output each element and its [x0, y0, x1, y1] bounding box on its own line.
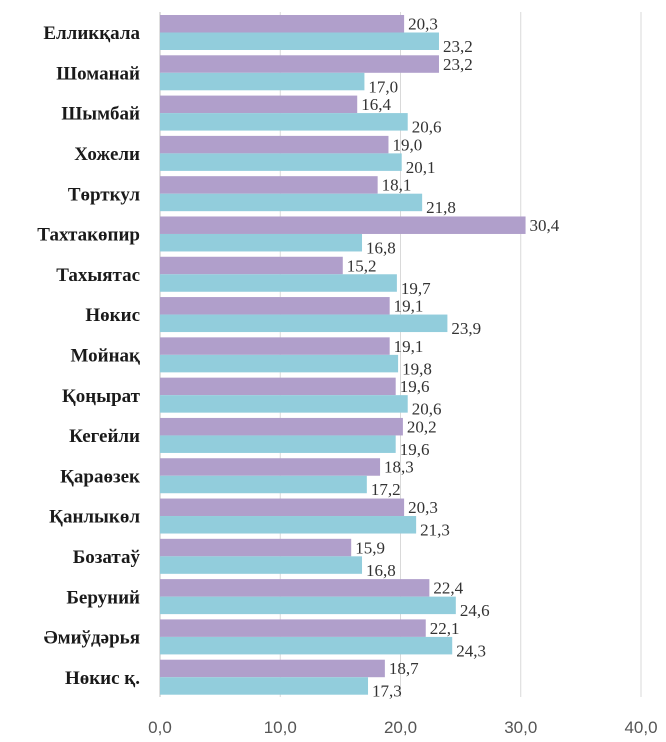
bar — [160, 498, 405, 517]
bar — [160, 233, 363, 252]
data-label: 22,4 — [433, 579, 463, 598]
data-label: 23,9 — [451, 319, 481, 338]
bar — [160, 72, 365, 91]
data-label: 16,8 — [366, 238, 396, 257]
data-label: 20,2 — [407, 417, 437, 436]
data-label: 17,0 — [368, 77, 398, 96]
category-label: Беруний — [66, 587, 140, 608]
category-label: Төрткул — [68, 184, 141, 205]
bar — [160, 395, 408, 413]
data-label: 24,3 — [456, 641, 486, 660]
bar — [160, 256, 343, 275]
data-label: 20,3 — [408, 498, 438, 517]
category-label: Кегейли — [69, 426, 140, 447]
x-tick-label: 10,0 — [264, 718, 297, 737]
bar — [160, 176, 378, 194]
data-label: 18,7 — [389, 659, 419, 678]
bar — [160, 556, 363, 574]
data-label: 19,0 — [392, 135, 422, 154]
data-label: 23,2 — [443, 55, 473, 74]
category-label: Қанлыкөл — [49, 507, 140, 528]
bar — [160, 153, 402, 171]
data-label: 18,3 — [384, 458, 414, 477]
data-label: 30,4 — [530, 216, 560, 235]
data-label: 19,8 — [402, 359, 432, 378]
category-label: Елликқала — [43, 23, 140, 44]
bar — [160, 15, 405, 33]
bar — [160, 417, 403, 436]
bar — [160, 113, 408, 131]
data-label: 20,3 — [408, 15, 438, 34]
x-tick-label: 20,0 — [384, 718, 417, 737]
category-label: Мойнақ — [70, 346, 140, 367]
data-label: 19,6 — [400, 440, 430, 459]
x-tick-label: 0,0 — [148, 718, 172, 737]
bar — [160, 354, 399, 373]
data-label: 24,6 — [460, 601, 490, 620]
category-label: Нөкис қ. — [65, 668, 140, 689]
data-label: 23,2 — [443, 37, 473, 56]
data-label: 17,3 — [372, 682, 402, 701]
bar — [160, 377, 396, 396]
bar — [160, 55, 439, 73]
data-label: 22,1 — [430, 619, 460, 638]
category-label: Тахыятас — [56, 265, 140, 286]
bar — [160, 579, 430, 597]
bar — [160, 297, 390, 315]
bar — [160, 216, 526, 234]
bar — [160, 516, 417, 534]
data-label: 19,7 — [401, 279, 431, 298]
bar — [160, 337, 390, 355]
x-tick-label: 40,0 — [624, 718, 657, 737]
bar — [160, 435, 396, 453]
category-label: Бозатаў — [73, 547, 141, 568]
bar — [160, 135, 389, 154]
bar — [160, 636, 453, 655]
bars — [160, 15, 526, 695]
labels: Елликқала 20,3 23,2 Шоманай 23,2 17,0 Шымбай 16… — [37, 15, 560, 701]
data-label: 17,2 — [371, 480, 401, 499]
bar — [160, 677, 369, 695]
data-label: 19,1 — [394, 297, 424, 316]
data-label: 15,2 — [347, 256, 377, 275]
bar — [160, 314, 448, 333]
category-label: Шымбай — [61, 104, 140, 125]
data-label: 16,8 — [366, 561, 396, 580]
data-label: 19,1 — [394, 337, 424, 356]
data-label: 19,6 — [400, 377, 430, 396]
data-label: 15,9 — [355, 538, 385, 557]
data-label: 20,6 — [412, 118, 442, 137]
category-label: Шоманай — [56, 63, 140, 84]
bar — [160, 538, 352, 557]
category-label: Қоңырат — [62, 386, 141, 407]
bar — [160, 95, 358, 114]
category-label: Тахтакөпир — [37, 225, 140, 246]
bar — [160, 619, 426, 637]
category-label: Әмиўдәрья — [44, 628, 140, 649]
x-tick-label: 30,0 — [504, 718, 537, 737]
data-label: 20,6 — [412, 400, 442, 419]
bar — [160, 458, 381, 476]
category-label: Хожели — [74, 144, 140, 165]
bar — [160, 193, 423, 212]
data-label: 16,4 — [361, 95, 391, 114]
bar — [160, 274, 397, 292]
bar — [160, 475, 367, 494]
category-label: Қараөзек — [60, 466, 140, 487]
category-label: Нөкис — [85, 305, 140, 326]
data-label: 18,1 — [382, 176, 412, 195]
x-axis: 0,0 10,0 20,0 30,0 40,0 — [148, 718, 657, 737]
bar — [160, 596, 456, 615]
bar — [160, 659, 385, 678]
data-label: 21,8 — [426, 198, 456, 217]
data-label: 20,1 — [406, 158, 436, 177]
data-label: 21,3 — [420, 521, 450, 540]
bar — [160, 32, 439, 50]
